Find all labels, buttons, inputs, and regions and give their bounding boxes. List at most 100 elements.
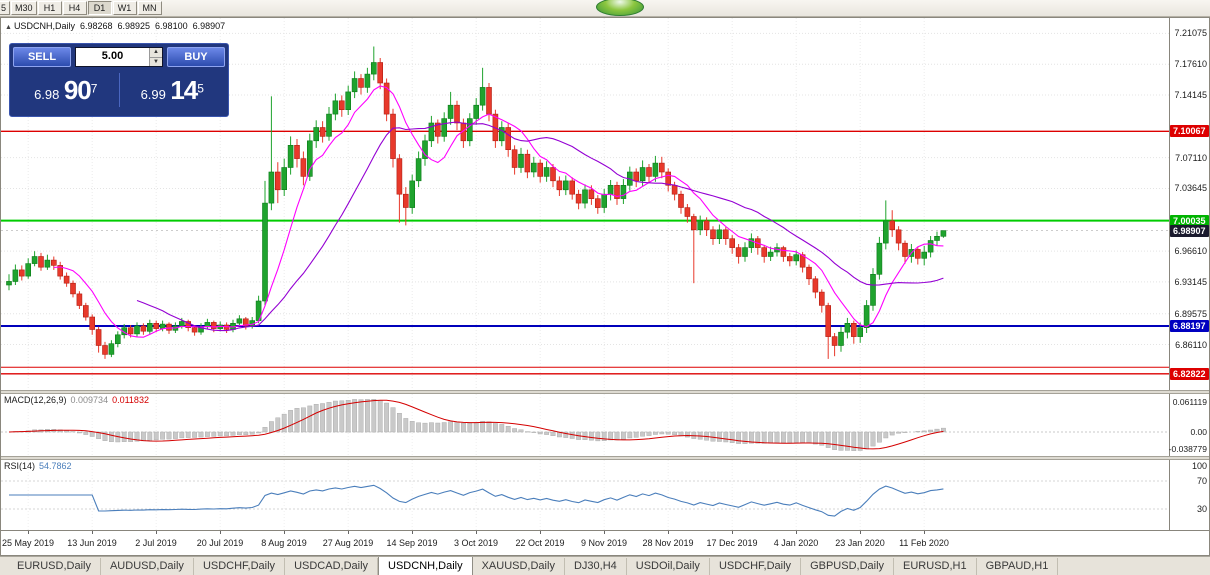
price-tick-label: 6.96610: [1174, 246, 1207, 256]
price-badge: 7.10067: [1170, 125, 1209, 137]
volume-up-button[interactable]: ▲: [150, 48, 162, 58]
panel-splitter[interactable]: [1, 456, 1209, 460]
rsi-scale[interactable]: 100 70 30: [1169, 460, 1209, 530]
volume-stepper[interactable]: 5.00 ▲ ▼: [75, 47, 163, 67]
date-label: 9 Nov 2019: [580, 538, 628, 548]
rsi-label: RSI(14) 54.7862: [4, 461, 76, 471]
rsi-tick-label: 70: [1196, 476, 1207, 486]
macd-tick-label: 0.061119: [1172, 397, 1207, 407]
chart-tab-usdcnh-daily[interactable]: USDCNH,Daily: [378, 557, 473, 575]
timeframe-button-h4[interactable]: H4: [62, 1, 87, 15]
date-label: 2 Jul 2019: [135, 538, 177, 548]
chart-tab-gbpusd-daily[interactable]: GBPUSD,Daily: [801, 558, 895, 575]
sell-price-sup: 7: [90, 81, 98, 96]
symbol-name: USDCNH,Daily: [13, 21, 75, 31]
date-tick: [732, 531, 733, 534]
buy-price-big: 14: [170, 74, 198, 105]
macd-tick-label: -0.038779: [1168, 444, 1207, 454]
buy-price-prefix: 6.99: [140, 86, 166, 102]
chart-window: ▲ USDCNH,Daily 6.98268 6.98925 6.98100 6.9890…: [0, 17, 1210, 556]
volume-down-button[interactable]: ▼: [150, 57, 162, 66]
macd-panel: MACD(12,26,9) 0.009734 0.011832: [1, 394, 1169, 456]
chart-tab-usdoil-daily[interactable]: USDOil,Daily: [627, 558, 710, 575]
date-tick: [220, 531, 221, 534]
ohlc-high: 6.98925: [117, 21, 151, 31]
date-label: 23 Jan 2020: [835, 538, 885, 548]
green-indicator: [596, 0, 644, 16]
date-label: 22 Oct 2019: [515, 538, 565, 548]
date-tick: [540, 531, 541, 534]
chart-tab-usdchf-daily[interactable]: USDCHF,Daily: [710, 558, 802, 575]
rsi-chart[interactable]: [1, 460, 1169, 530]
macd-name: MACD(12,26,9): [4, 395, 67, 405]
timeframe-button-w1[interactable]: W1: [112, 1, 137, 15]
chart-tabs-bar: EURUSD,Daily AUDUSD,Daily USDCHF,Daily USDC…: [0, 556, 1210, 575]
macd-signal-value: 0.011832: [112, 395, 149, 405]
date-label: 13 Jun 2019: [67, 538, 117, 548]
ohlc-open: 6.98268: [79, 21, 113, 31]
timeframe-button-d1[interactable]: D1: [87, 1, 112, 15]
timeframe-button-h1[interactable]: H1: [37, 1, 62, 15]
date-tick: [348, 531, 349, 534]
macd-chart[interactable]: [1, 394, 1169, 456]
date-tick: [860, 531, 861, 534]
timeframe-button-5[interactable]: 5: [0, 1, 11, 15]
chart-tab-usdcad-daily[interactable]: USDCAD,Daily: [285, 558, 379, 575]
rsi-panel: RSI(14) 54.7862: [1, 460, 1169, 530]
chart-tab-audusd-daily[interactable]: AUDUSD,Daily: [101, 558, 194, 575]
panel-splitter[interactable]: [1, 390, 1209, 394]
collapse-arrow-icon[interactable]: ▲: [5, 24, 12, 31]
chart-tab-usdchf-daily[interactable]: USDCHF,Daily: [194, 558, 286, 575]
date-tick: [604, 531, 605, 534]
sell-button[interactable]: SELL: [13, 47, 71, 67]
candlestick-chart[interactable]: [1, 18, 1169, 390]
price-badge: 7.00035: [1170, 215, 1209, 227]
macd-label: MACD(12,26,9) 0.009734 0.011832: [4, 395, 153, 405]
sell-price: 6.98 907: [13, 75, 119, 106]
sell-price-prefix: 6.98: [34, 86, 60, 102]
rsi-tick-label: 100: [1191, 461, 1207, 471]
date-label: 20 Jul 2019: [196, 538, 244, 548]
price-tick-label: 6.86110: [1175, 340, 1207, 350]
date-tick: [92, 531, 93, 534]
price-tick-label: 7.17610: [1174, 59, 1207, 69]
ohlc-low: 6.98100: [155, 21, 188, 31]
price-tick-label: 7.07110: [1175, 153, 1207, 163]
chart-tab-eurusd-h1[interactable]: EURUSD,H1: [894, 558, 977, 575]
date-tick: [476, 531, 477, 534]
date-label: 4 Jan 2020: [773, 538, 819, 548]
buy-price: 6.99 145: [120, 75, 226, 106]
price-badge: 6.82822: [1170, 368, 1209, 380]
date-label: 3 Oct 2019: [453, 538, 499, 548]
price-divider: [118, 73, 120, 107]
date-label: 25 May 2019: [1, 538, 55, 548]
rsi-tick-label: 30: [1196, 504, 1207, 514]
price-badge: 6.88197: [1170, 320, 1209, 332]
date-tick: [668, 531, 669, 534]
price-tick-label: 7.03645: [1174, 183, 1207, 193]
timeframe-button-m30[interactable]: M30: [11, 1, 37, 15]
date-tick: [28, 531, 29, 534]
date-tick: [412, 531, 413, 534]
chart-tab-eurusd-daily[interactable]: EURUSD,Daily: [8, 558, 101, 575]
date-tick: [284, 531, 285, 534]
price-tick-label: 7.21075: [1174, 28, 1207, 38]
price-badge: 6.98907: [1170, 225, 1209, 237]
price-scale[interactable]: 7.21075 7.17610 7.14145 7.07110 7.03645 6.966…: [1169, 18, 1209, 390]
volume-spinner: ▲ ▼: [149, 48, 162, 66]
buy-button[interactable]: BUY: [167, 47, 225, 67]
time-scale[interactable]: 25 May 2019 13 Jun 2019 2 Jul 2019 20 Jul 2…: [1, 530, 1209, 555]
symbol-header: ▲ USDCNH,Daily 6.98268 6.98925 6.98100 6.9890…: [5, 21, 230, 31]
macd-main-value: 0.009734: [70, 395, 109, 405]
chart-tab-dj30-h4[interactable]: DJ30,H4: [565, 558, 627, 575]
volume-value[interactable]: 5.00: [101, 50, 124, 62]
price-tick-label: 6.89575: [1174, 309, 1207, 319]
macd-scale[interactable]: 0.061119 0.00 -0.038779: [1169, 394, 1209, 456]
date-label: 14 Sep 2019: [386, 538, 438, 548]
timeframe-button-mn[interactable]: MN: [137, 1, 162, 15]
date-label: 28 Nov 2019: [642, 538, 694, 548]
chart-tab-gbpaud-h1[interactable]: GBPAUD,H1: [977, 558, 1059, 575]
chart-tab-xauusd-daily[interactable]: XAUUSD,Daily: [473, 558, 565, 575]
macd-tick-label: 0.00: [1190, 427, 1207, 438]
rsi-value: 54.7862: [39, 461, 72, 471]
